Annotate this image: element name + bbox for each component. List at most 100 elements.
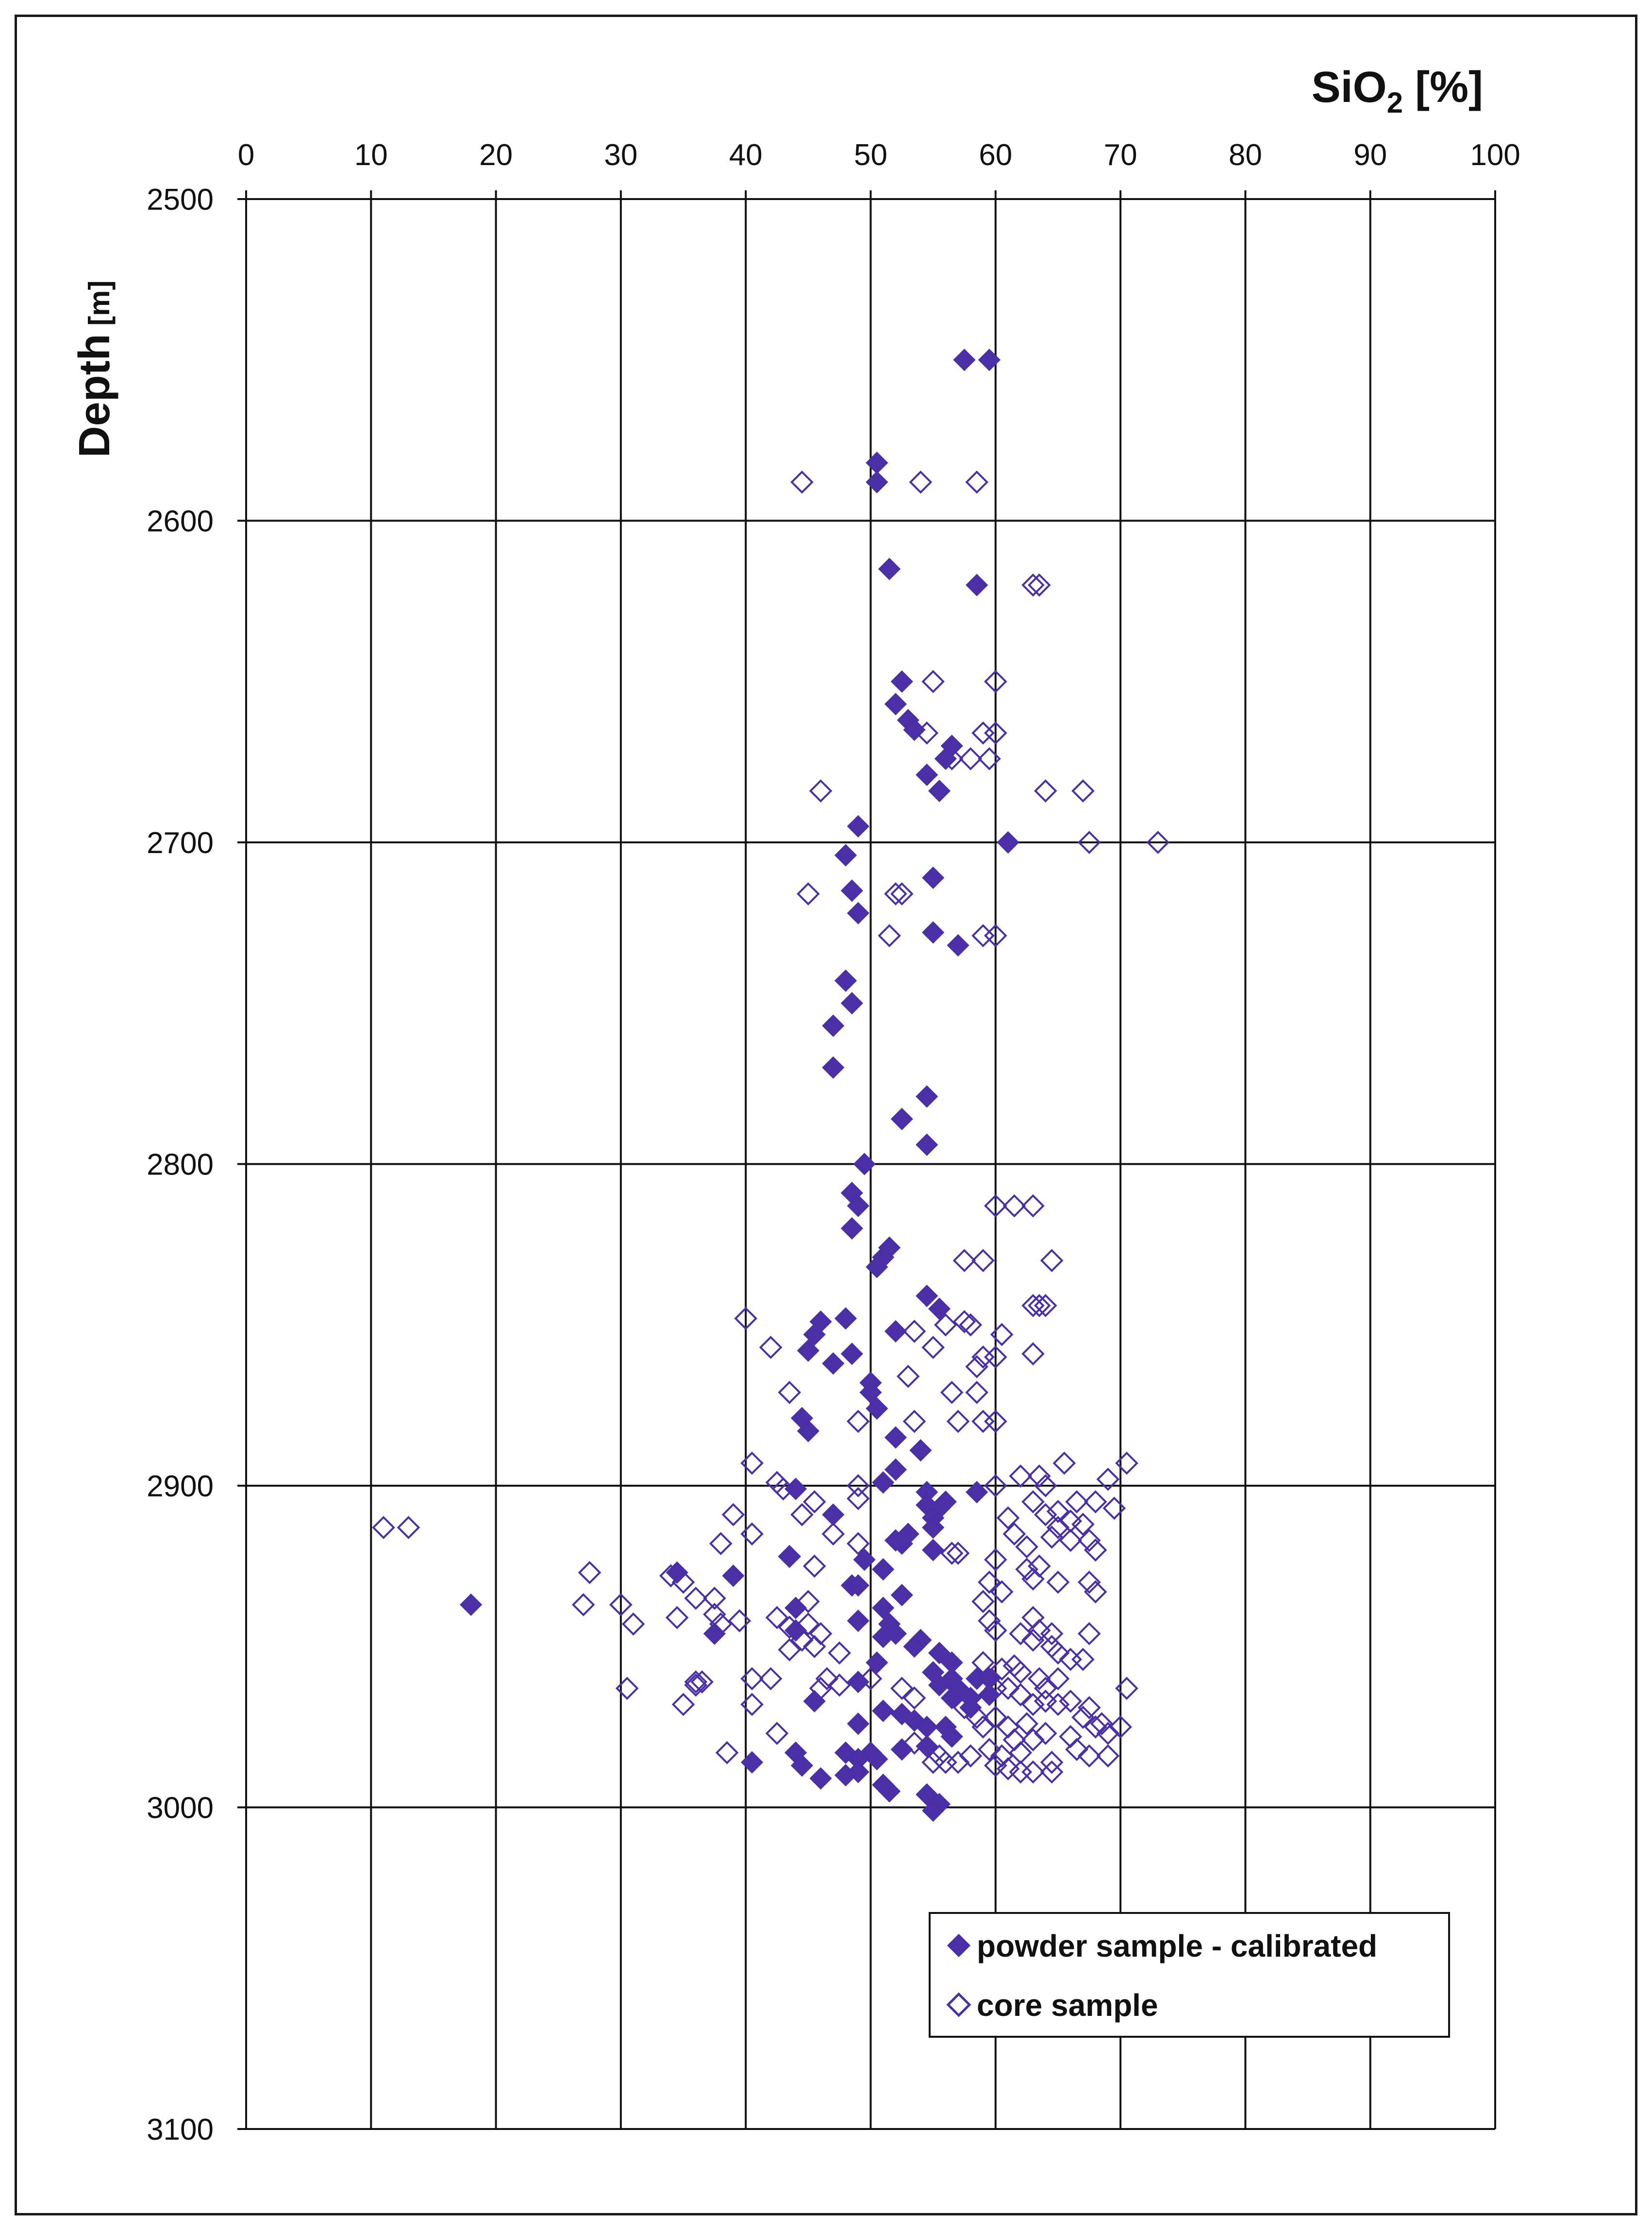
- core-sample-point: [740, 1522, 764, 1546]
- powder-sample-point: [866, 1256, 888, 1278]
- powder-sample-point: [966, 1481, 988, 1504]
- x-tick-label: 70: [1104, 138, 1137, 172]
- powder-sample-point: [834, 844, 857, 867]
- core-sample-point: [1077, 1528, 1101, 1552]
- powder-sample-point: [890, 1107, 913, 1130]
- y-axis-title: Depth [m]: [70, 281, 119, 458]
- core-sample-point: [1096, 1467, 1120, 1491]
- x-tick-label: 20: [479, 138, 513, 172]
- powder-sample-point: [872, 1471, 895, 1494]
- x-axis-title-subscript: 2: [1387, 86, 1403, 119]
- core-sample-point: [671, 1693, 695, 1716]
- core-sample-point: [728, 1609, 751, 1633]
- core-sample-point: [828, 1641, 851, 1665]
- core-sample-point: [984, 1619, 1007, 1642]
- core-sample-point: [797, 1612, 820, 1636]
- x-tick-label: 10: [354, 138, 388, 172]
- core-sample-point: [621, 1612, 645, 1636]
- core-sample-point: [990, 1657, 1014, 1681]
- powder-sample-point: [866, 1651, 888, 1674]
- core-sample-point: [921, 1336, 945, 1359]
- powder-sample-point: [916, 1783, 938, 1806]
- core-sample-point: [934, 1313, 957, 1337]
- core-sample-point: [740, 1451, 764, 1475]
- legend: powder sample - calibrated core sample: [929, 1912, 1450, 2038]
- core-sample-point: [952, 1310, 976, 1333]
- core-sample-point: [984, 1194, 1007, 1218]
- core-sample-point: [1028, 1667, 1051, 1691]
- core-sample-point: [1015, 1558, 1038, 1581]
- core-sample-point: [1002, 1194, 1026, 1218]
- core-sample-point: [1009, 1622, 1033, 1645]
- powder-sample-point: [884, 1320, 907, 1343]
- core-sample-point: [821, 1522, 845, 1546]
- powder-sample-point: [784, 1477, 807, 1500]
- core-sample-point: [1077, 1570, 1101, 1594]
- powder-sample-point: [866, 470, 888, 494]
- powder-sample-point: [922, 1799, 945, 1822]
- powder-sample-point: [834, 1307, 857, 1330]
- y-tick-label: 2900: [147, 1470, 214, 1503]
- core-sample-point: [1065, 1738, 1088, 1761]
- powder-sample-point: [884, 1458, 907, 1481]
- powder-sample-point: [916, 1133, 938, 1156]
- core-sample-point: [1084, 1580, 1107, 1604]
- core-sample-point: [1040, 1526, 1064, 1549]
- core-sample-point: [571, 1593, 595, 1616]
- powder-sample-point: [928, 1642, 951, 1664]
- powder-sample-point: [909, 1439, 932, 1462]
- core-sample-point: [902, 1686, 926, 1710]
- powder-sample-point: [853, 1153, 876, 1175]
- powder-sample-point: [703, 1622, 726, 1645]
- core-sample-point: [684, 1670, 708, 1693]
- core-sample-point: [1071, 1512, 1095, 1536]
- core-sample-point: [815, 1667, 839, 1691]
- core-sample-point: [990, 1580, 1014, 1604]
- core-sample-point: [1084, 1490, 1107, 1513]
- x-tick-label: 100: [1470, 138, 1520, 172]
- core-sample-point: [1021, 1760, 1045, 1784]
- core-sample-point: [790, 1503, 814, 1526]
- powder-sample-point: [847, 902, 869, 924]
- core-sample-point: [1034, 1690, 1057, 1713]
- core-sample-point: [902, 1409, 926, 1433]
- powder-sample-point: [934, 1491, 957, 1513]
- core-sample-point: [1009, 1683, 1033, 1707]
- core-sample-point: [1084, 1715, 1107, 1739]
- core-sample-point: [1146, 831, 1170, 854]
- core-sample-point: [759, 1667, 783, 1691]
- core-sample-point: [1109, 1715, 1132, 1739]
- core-sample-point: [996, 1757, 1020, 1780]
- x-axis-title-unit: [%]: [1403, 63, 1483, 112]
- core-sample-point: [1002, 1522, 1026, 1546]
- core-sample-point: [984, 924, 1007, 947]
- powder-sample-point: [884, 1622, 907, 1645]
- core-sample-point: [1046, 1641, 1070, 1665]
- core-sample-point: [802, 1490, 826, 1513]
- core-sample-point: [1028, 573, 1051, 597]
- core-sample-point: [965, 1355, 989, 1378]
- core-sample-point: [978, 1609, 1001, 1633]
- core-sample-point: [846, 1532, 870, 1556]
- core-sample-point: [1028, 1464, 1051, 1488]
- core-sample-point: [1040, 1750, 1064, 1774]
- core-sample-point: [1021, 1194, 1045, 1218]
- powder-sample-point: [840, 1342, 864, 1365]
- core-sample-point: [740, 1667, 764, 1691]
- core-sample-point: [890, 1677, 914, 1700]
- core-sample-point: [615, 1677, 639, 1700]
- powder-sample-point: [922, 1516, 945, 1539]
- powder-sample-point: [784, 1619, 807, 1642]
- powder-sample-point: [790, 1754, 814, 1777]
- powder-sample-point: [803, 1690, 826, 1713]
- core-sample-point: [397, 1516, 420, 1539]
- core-sample-point: [1040, 1622, 1064, 1645]
- core-sample-point: [828, 1673, 851, 1697]
- core-sample-point: [978, 747, 1001, 771]
- core-sample-point: [1009, 1660, 1033, 1684]
- core-sample-point: [940, 1542, 964, 1565]
- powder-sample-point: [916, 763, 938, 787]
- core-sample-point: [1077, 1696, 1101, 1719]
- powder-sample-point: [853, 1548, 876, 1571]
